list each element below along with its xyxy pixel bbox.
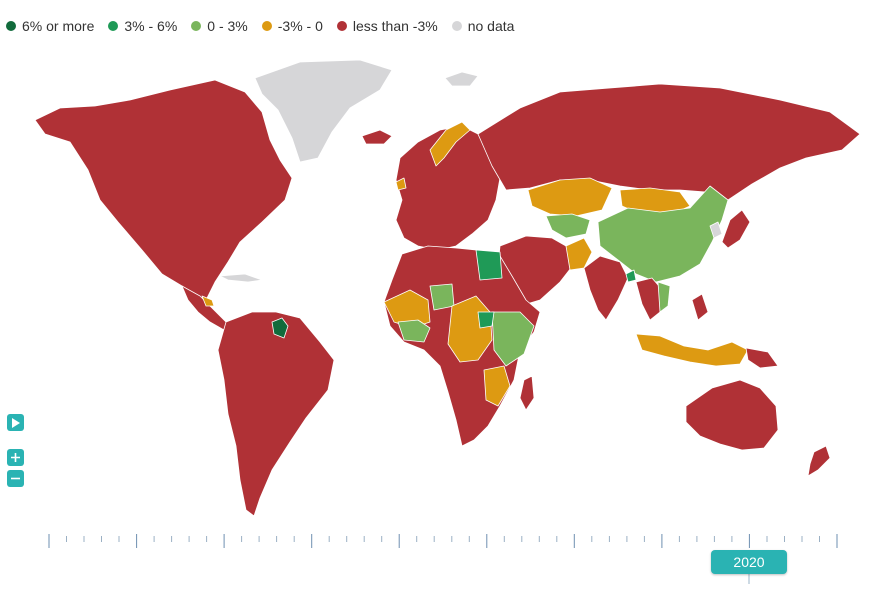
region-central-america-orange[interactable] — [201, 295, 215, 307]
region-south-sudan[interactable] — [477, 311, 495, 329]
timeline-ticks — [48, 534, 838, 548]
current-year-label: 2020 — [733, 554, 765, 570]
world-map[interactable] — [0, 50, 884, 530]
legend-label-less-than-neg3: less than -3% — [352, 18, 438, 34]
zoom-out-button[interactable] — [7, 470, 24, 487]
region-indonesia[interactable] — [635, 333, 749, 367]
minus-icon — [11, 477, 20, 480]
region-guyana[interactable] — [271, 317, 289, 339]
legend-item-less-than-neg3[interactable]: less than -3% — [336, 18, 438, 34]
legend-item-3-to-6[interactable]: 3% - 6% — [108, 18, 177, 34]
region-new-zealand[interactable] — [807, 445, 831, 477]
region-bangladesh[interactable] — [625, 269, 637, 283]
region-egypt[interactable] — [475, 249, 503, 281]
legend-swatch-3-to-6 — [108, 21, 119, 31]
region-kazakhstan[interactable] — [527, 177, 613, 217]
region-sahel-green[interactable] — [429, 283, 455, 311]
plus-icon — [11, 453, 20, 462]
region-west-africa-orange[interactable] — [383, 289, 431, 329]
region-australia[interactable] — [685, 379, 779, 451]
region-vietnam[interactable] — [657, 281, 671, 313]
legend-item-6-or-more[interactable]: 6% or more — [6, 18, 94, 34]
legend-label-3-to-6: 3% - 6% — [124, 18, 178, 34]
region-pakistan[interactable] — [565, 237, 593, 271]
legend-label-0-to-3: 0 - 3% — [207, 18, 248, 34]
legend-label-6-or-more: 6% or more — [22, 18, 95, 34]
region-russia[interactable] — [477, 83, 861, 201]
play-icon — [12, 417, 20, 428]
region-norway[interactable] — [429, 121, 471, 167]
legend-swatch-6-or-more — [6, 21, 16, 31]
region-china[interactable] — [597, 185, 729, 283]
zoom-in-button[interactable] — [7, 449, 24, 466]
region-southern-africa-orange[interactable] — [483, 365, 511, 407]
region-philippines[interactable] — [691, 293, 709, 321]
legend-swatch-0-to-3 — [191, 21, 202, 31]
legend-swatch-no-data — [451, 21, 462, 31]
region-madagascar[interactable] — [519, 375, 535, 411]
region-east-africa[interactable] — [491, 311, 535, 367]
legend: 6% or more 3% - 6% 0 - 3% -3% - 0 less t… — [6, 18, 514, 34]
region-new-guinea[interactable] — [745, 347, 779, 369]
region-central-asia[interactable] — [545, 213, 591, 239]
region-ireland[interactable] — [395, 177, 407, 191]
region-cuba[interactable] — [219, 273, 263, 283]
region-india[interactable] — [583, 255, 629, 321]
timeline-slider[interactable] — [0, 528, 884, 594]
region-svalbard[interactable] — [444, 71, 479, 87]
legend-swatch-neg3-to-0 — [261, 21, 272, 31]
current-year-badge[interactable]: 2020 — [711, 550, 787, 574]
region-greenland[interactable] — [254, 59, 393, 163]
legend-label-neg3-to-0: -3% - 0 — [277, 18, 323, 34]
legend-item-0-to-3[interactable]: 0 - 3% — [191, 18, 248, 34]
region-north-america[interactable] — [34, 79, 293, 301]
play-button[interactable] — [7, 414, 24, 431]
legend-label-no-data: no data — [467, 18, 515, 34]
legend-swatch-less-than-neg3 — [336, 21, 347, 31]
legend-item-no-data[interactable]: no data — [451, 18, 515, 34]
region-korea[interactable] — [709, 221, 723, 239]
region-west-africa-green[interactable] — [397, 319, 431, 343]
region-japan[interactable] — [721, 209, 751, 249]
legend-item-neg3-to-0[interactable]: -3% - 0 — [261, 18, 323, 34]
region-south-america[interactable] — [217, 311, 335, 517]
region-iceland[interactable] — [361, 129, 393, 145]
